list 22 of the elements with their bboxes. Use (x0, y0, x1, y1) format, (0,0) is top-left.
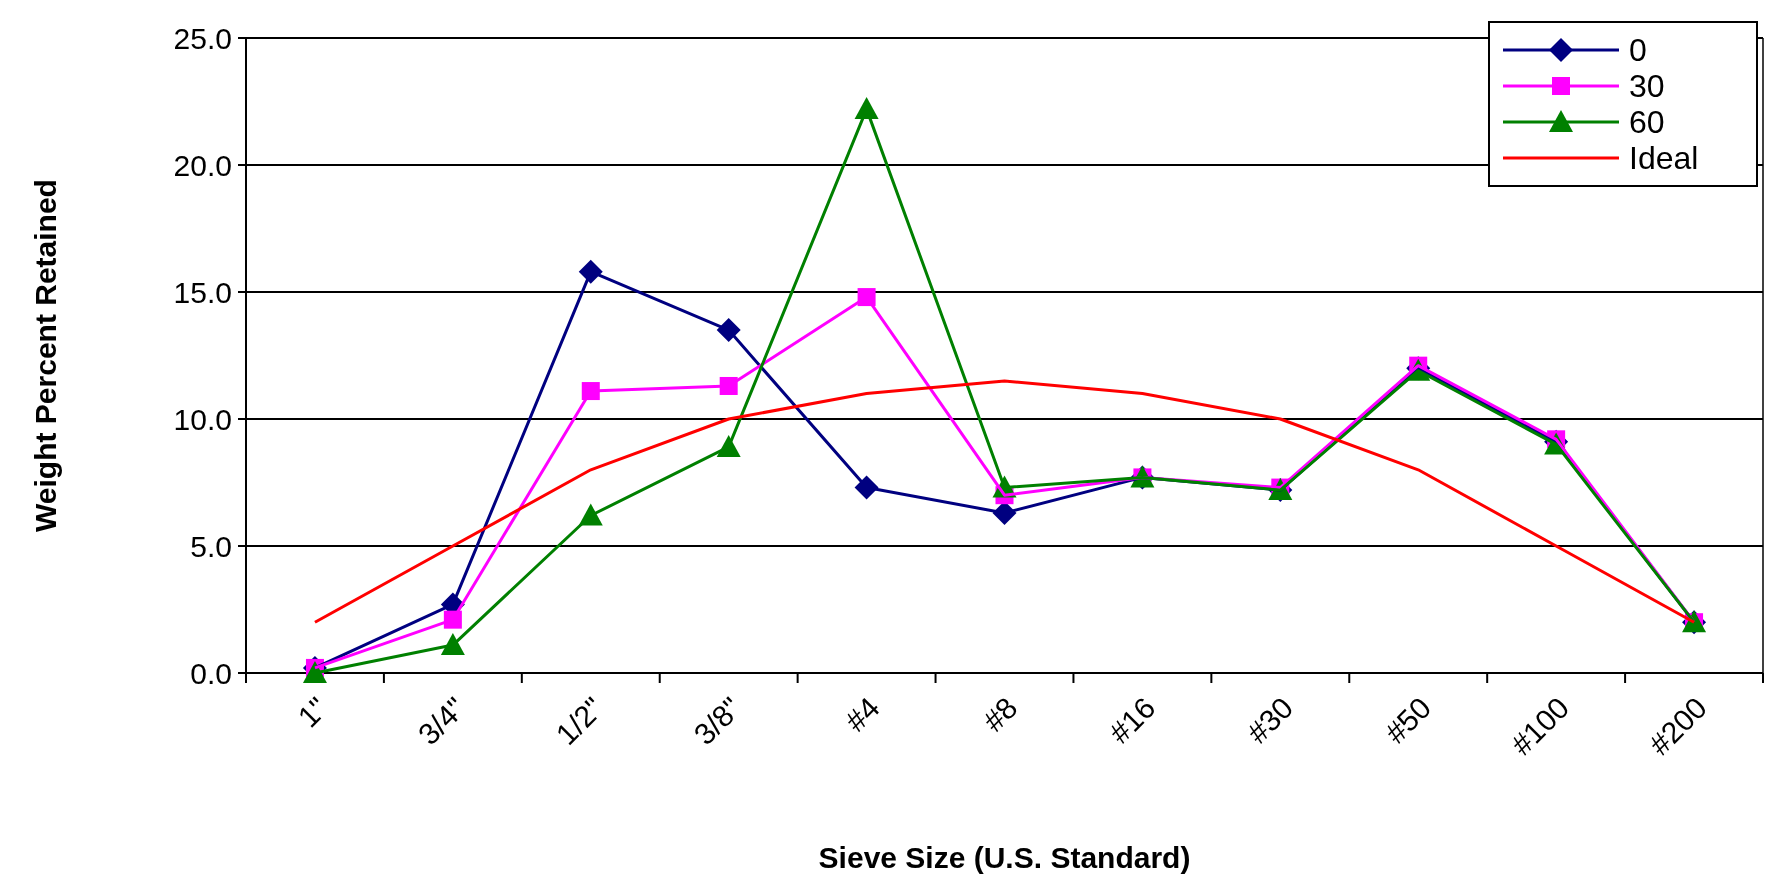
y-tick-label: 5.0 (190, 529, 232, 563)
y-tick-label: 0.0 (190, 656, 232, 690)
legend-label: 30 (1629, 68, 1665, 105)
x-tick-label: 3/4" (411, 690, 472, 752)
y-axis-title: Weight Percent Retained (29, 179, 62, 532)
legend-label: 60 (1629, 104, 1665, 141)
x-tick-label: #50 (1378, 690, 1438, 750)
legend-label: Ideal (1629, 140, 1699, 177)
legend-label: 0 (1629, 32, 1647, 69)
point (302, 661, 327, 683)
y-tick-label: 10.0 (173, 402, 232, 436)
x-axis-title: Sieve Size (U.S. Standard) (818, 841, 1191, 874)
y-tick-label: 25.0 (173, 21, 232, 55)
x-tick-label: #4 (838, 690, 886, 738)
x-tick-label: #30 (1240, 690, 1300, 750)
x-tick-label: 1" (291, 690, 335, 734)
x-tick-label: #16 (1102, 690, 1162, 750)
y-tick-label: 15.0 (173, 275, 232, 309)
x-tick-label: 1/2" (549, 690, 610, 752)
x-tick-label: 3/8" (687, 690, 748, 752)
y-tick-label: 20.0 (173, 148, 232, 182)
x-tick-label: #8 (976, 690, 1024, 738)
